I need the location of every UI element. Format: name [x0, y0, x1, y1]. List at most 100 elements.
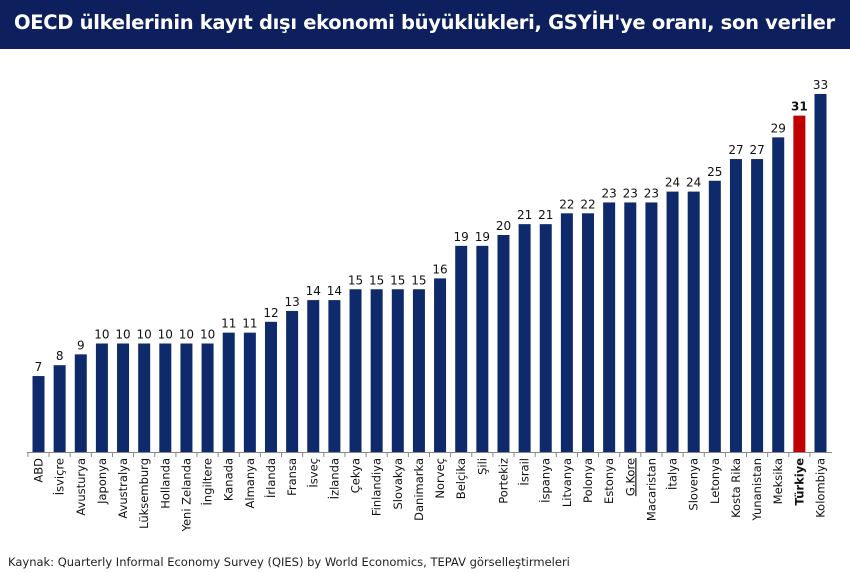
- category-label: Hollanda: [158, 458, 172, 509]
- bar: [687, 191, 700, 452]
- bar: [539, 224, 552, 452]
- data-label: 19: [475, 230, 490, 244]
- data-label: 16: [432, 262, 447, 276]
- data-label: 20: [496, 219, 511, 233]
- category-label: Avustralya: [116, 458, 130, 519]
- bar: [180, 343, 193, 452]
- bar: [582, 213, 595, 452]
- category-label: Kosta Rika: [729, 458, 743, 518]
- data-label: 12: [263, 306, 278, 320]
- data-label: 10: [137, 328, 152, 342]
- category-label: Yeni Zelanda: [179, 458, 193, 533]
- data-label: 22: [580, 197, 595, 211]
- bar: [349, 289, 362, 452]
- data-label: 25: [707, 165, 722, 179]
- bar: [286, 310, 299, 452]
- data-label: 27: [728, 143, 743, 157]
- category-label: ABD: [32, 458, 46, 483]
- bar: [434, 278, 447, 452]
- category-label: Lüksemburg: [137, 458, 151, 529]
- bar: [138, 343, 151, 452]
- bar: [793, 115, 806, 453]
- category-label: İsveç: [305, 458, 320, 488]
- category-label: Polonya: [581, 458, 595, 503]
- bar: [391, 289, 404, 452]
- bar: [74, 354, 87, 452]
- bar: [751, 159, 764, 453]
- data-label: 10: [200, 328, 215, 342]
- category-label: Meksika: [771, 458, 785, 504]
- bar: [497, 235, 510, 452]
- category-label: Finlandiya: [370, 458, 384, 516]
- data-label: 23: [644, 186, 659, 200]
- data-label: 15: [348, 273, 363, 287]
- data-label: 14: [306, 284, 321, 298]
- category-label: Japonya: [95, 458, 109, 505]
- category-label: Avusturya: [74, 458, 88, 516]
- category-label: İngiltere: [200, 458, 215, 506]
- data-label: 10: [158, 328, 173, 342]
- category-label: Norveç: [433, 458, 447, 499]
- title-bar: OECD ülkelerinin kayıt dışı ekonomi büyü…: [0, 0, 850, 49]
- category-label: Slovenya: [687, 458, 701, 511]
- bar: [370, 289, 383, 452]
- category-label: Yunanistan: [750, 458, 764, 522]
- data-label: 14: [327, 284, 342, 298]
- data-label: 10: [94, 328, 109, 342]
- data-label: 21: [517, 208, 532, 222]
- data-label: 15: [411, 273, 426, 287]
- data-label: 27: [749, 143, 764, 157]
- bar: [117, 343, 130, 452]
- category-label: Türkiye: [792, 458, 806, 506]
- data-label: 11: [242, 317, 257, 331]
- bar: [95, 343, 108, 452]
- category-label: Şili: [475, 458, 489, 475]
- data-label: 7: [35, 360, 43, 374]
- source-note: Kaynak: Quarterly Informal Economy Surve…: [8, 555, 570, 569]
- category-label: İzlanda: [326, 458, 341, 499]
- data-label: 22: [559, 197, 574, 211]
- data-label: 8: [56, 349, 64, 363]
- data-label: 11: [221, 317, 236, 331]
- data-label: 24: [665, 176, 680, 190]
- category-label: Belçika: [454, 458, 468, 499]
- category-label: Portekiz: [496, 458, 510, 504]
- category-label: Danimarka: [412, 458, 426, 521]
- bar: [264, 321, 277, 452]
- bar: [455, 245, 468, 452]
- bar: [32, 376, 45, 452]
- category-label: Çekya: [349, 458, 363, 493]
- data-label: 10: [115, 328, 130, 342]
- bar: [814, 93, 827, 452]
- category-label: İtalya: [665, 458, 680, 490]
- bar: [476, 245, 489, 452]
- category-label: Estonya: [602, 458, 616, 504]
- category-label: İspanya: [538, 458, 553, 503]
- bar: [624, 202, 637, 452]
- category-label: Slovakya: [391, 458, 405, 510]
- bar: [412, 289, 425, 452]
- bar: [159, 343, 172, 452]
- data-label: 13: [284, 295, 299, 309]
- data-label: 23: [602, 186, 617, 200]
- bar: [518, 224, 531, 452]
- bar: [708, 180, 721, 452]
- category-label: İsviçre: [52, 458, 67, 495]
- bar: [307, 300, 320, 452]
- data-label: 29: [771, 121, 786, 135]
- category-label: Litvanya: [560, 458, 574, 507]
- bar: [328, 300, 341, 452]
- bar: [772, 137, 785, 452]
- data-label: 15: [369, 273, 384, 287]
- chart-title: OECD ülkelerinin kayıt dışı ekonomi büyü…: [14, 11, 835, 34]
- data-label: 23: [623, 186, 638, 200]
- category-label: Almanya: [243, 458, 257, 508]
- data-label: 21: [538, 208, 553, 222]
- bar: [222, 332, 235, 452]
- category-label: Macaristan: [644, 458, 658, 521]
- bar: [645, 202, 658, 452]
- bar: [560, 213, 573, 452]
- category-label: Kolombiya: [814, 458, 828, 518]
- data-label: 33: [813, 78, 828, 92]
- bar: [666, 191, 679, 452]
